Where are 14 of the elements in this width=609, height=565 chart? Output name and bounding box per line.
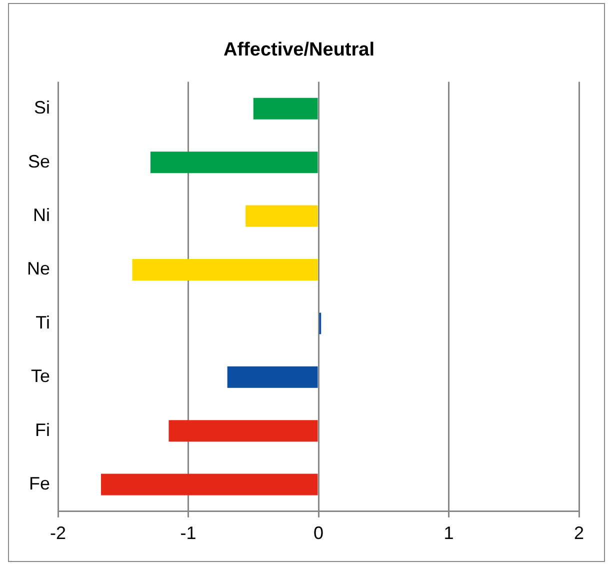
x-tick-label: -2 — [50, 523, 66, 544]
y-tick-label: Fe — [28, 474, 50, 494]
y-tick-label: Ti — [36, 312, 50, 332]
y-tick-label: Te — [30, 366, 50, 386]
x-tick-label: 2 — [574, 523, 584, 544]
y-tick-label: Ne — [26, 258, 50, 279]
y-tick-label: Fi — [35, 420, 50, 440]
y-tick-label: Se — [28, 151, 50, 172]
x-tick-label: 1 — [444, 523, 454, 544]
y-tick-label: Si — [34, 98, 50, 118]
x-tick-label: 0 — [313, 523, 324, 544]
y-tick-label: Ni — [33, 205, 50, 226]
x-tick-label: -1 — [180, 523, 196, 544]
chart-title: Affective/Neutral — [224, 40, 374, 61]
